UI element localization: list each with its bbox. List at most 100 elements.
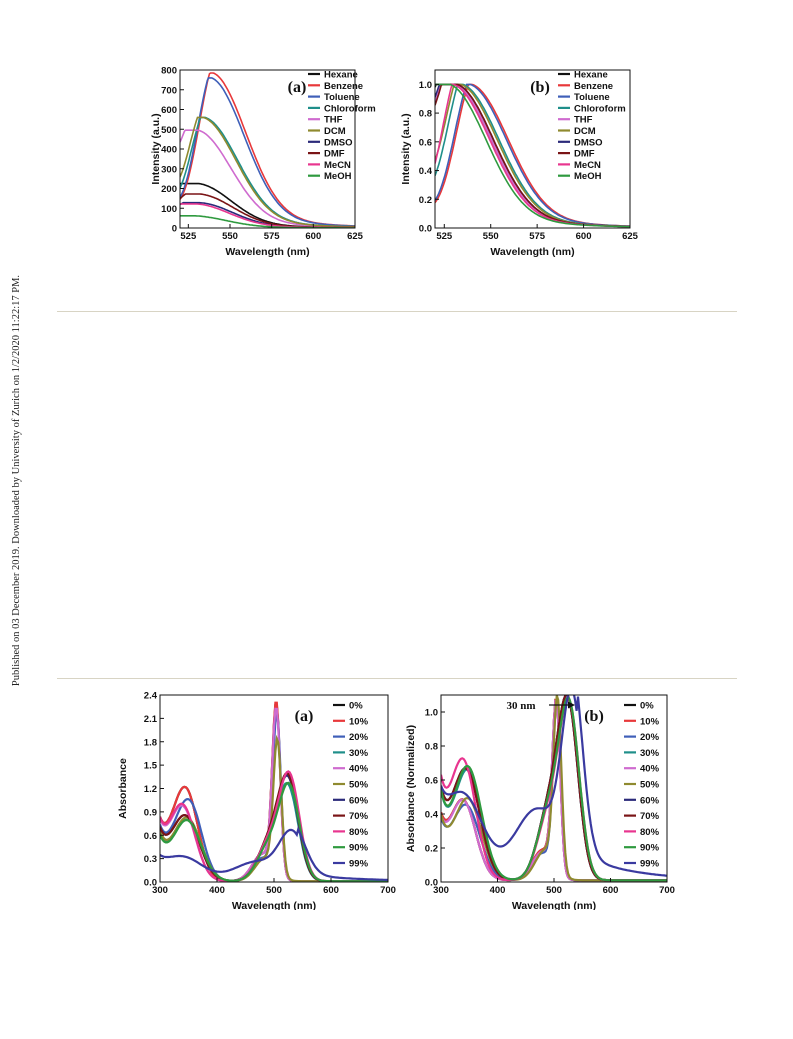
shift-arrow-head <box>568 701 575 709</box>
x-tick-label: 400 <box>209 885 225 896</box>
legend-entry: MeOH <box>324 171 352 182</box>
y-tick-label: 200 <box>161 184 177 195</box>
x-tick-label: 550 <box>483 231 499 242</box>
plot-frame <box>434 69 631 229</box>
y-tick-label: 2.4 <box>144 691 158 702</box>
legend-entry: 60% <box>349 795 369 806</box>
y-tick-label: 0.0 <box>419 224 432 235</box>
y-tick-label: 0.3 <box>144 854 157 865</box>
legend-entry: Chloroform <box>574 103 626 114</box>
legend-entry: 20% <box>349 732 369 743</box>
x-axis-label: Wavelength (nm) <box>232 900 316 910</box>
absorbance-chart-a: 300 400 500 600 700 0.0 0.3 0.6 0.9 1.2 1.5 1.8 2.1 2… <box>117 691 396 911</box>
divider-bottom <box>57 678 737 679</box>
y-tick-label: 0.6 <box>144 831 157 842</box>
y-tick-label: 300 <box>161 164 177 175</box>
emission-chart-a: 525 550 575 600 625 0 100 200 300 400 500 600 700 800… <box>150 66 376 259</box>
x-axis-label: Wavelength (nm) <box>490 246 574 258</box>
y-axis-label: Absorbance <box>117 758 129 819</box>
y-axis-label: Absorbance (Normalized) <box>405 725 417 852</box>
legend-entry: Toluene <box>574 92 610 103</box>
legend-entry: DMF <box>324 149 345 160</box>
y-tick-label: 0.8 <box>425 742 438 753</box>
y-tick-label: 0 <box>172 224 177 235</box>
legend-entry: Benzene <box>574 81 613 92</box>
legend-entry: DMF <box>574 149 595 160</box>
y-tick-label: 0.4 <box>419 166 433 177</box>
x-tick-label: 300 <box>152 885 168 896</box>
y-tick-label: 0.9 <box>144 807 157 818</box>
legend-entry: 99% <box>640 859 660 870</box>
y-tick-label: 600 <box>161 105 177 116</box>
emission-chart-b: 525 550 575 600 625 0.0 0.2 0.4 0.6 0.8 1.0 Wavelen… <box>400 69 639 258</box>
x-tick-label: 525 <box>180 231 197 242</box>
legend-entry: 80% <box>349 827 369 838</box>
x-axis-label: Wavelength (nm) <box>225 246 309 258</box>
legend-entry: 50% <box>349 780 369 791</box>
legend-entry: 0% <box>640 701 654 712</box>
panel-label: (a) <box>288 79 307 96</box>
x-tick-label: 525 <box>436 231 453 242</box>
legend-entry: 70% <box>640 811 660 822</box>
legend-entry: 90% <box>349 843 369 854</box>
y-axis-label: Intensity (a.u.) <box>400 113 412 184</box>
x-axis-label: Wavelength (nm) <box>512 900 596 910</box>
legend-entry: 60% <box>640 795 660 806</box>
legend-entry: 90% <box>640 843 660 854</box>
y-tick-label: 0.0 <box>144 878 157 889</box>
legend-entry: DMSO <box>574 137 603 148</box>
absorbance-chart-b: 300 400 500 600 700 0.0 0.2 0.4 0.6 0.8 1.0 Wavelen… <box>405 694 675 910</box>
legend-entry: Chloroform <box>324 103 376 114</box>
legend-entry: 10% <box>349 716 369 727</box>
y-tick-label: 0.8 <box>419 109 432 120</box>
series-line-toluene <box>180 77 355 227</box>
x-tick-label: 575 <box>264 231 281 242</box>
legend-entry: 30% <box>640 748 660 759</box>
y-tick-label: 1.8 <box>144 737 157 748</box>
legend-entry: 99% <box>349 859 369 870</box>
legend-entry: 50% <box>640 780 660 791</box>
x-tick-label: 625 <box>622 231 639 242</box>
panel-label: (b) <box>584 708 604 725</box>
y-tick-label: 400 <box>161 145 177 156</box>
x-tick-label: 600 <box>603 885 619 896</box>
divider-top <box>57 311 737 312</box>
x-tick-label: 500 <box>266 885 282 896</box>
x-tick-label: 625 <box>347 231 364 242</box>
y-tick-label: 0.2 <box>425 844 438 855</box>
legend-entry: MeCN <box>574 160 601 171</box>
legend-entry: Hexane <box>324 70 358 81</box>
series-line-99pct <box>441 695 667 877</box>
x-tick-label: 300 <box>433 885 449 896</box>
legend-entry: MeCN <box>324 160 351 171</box>
legend-entry: THF <box>324 115 343 126</box>
x-tick-label: 550 <box>222 231 238 242</box>
y-tick-label: 0.2 <box>419 195 432 206</box>
y-tick-label: 700 <box>161 85 177 96</box>
legend-entry: 40% <box>349 764 369 775</box>
y-tick-label: 0.0 <box>425 878 438 889</box>
legend-entry: 70% <box>349 811 369 822</box>
x-tick-label: 575 <box>529 231 546 242</box>
legend-entry: 10% <box>640 716 660 727</box>
series-line-dmf <box>180 193 355 228</box>
y-tick-label: 800 <box>161 66 177 77</box>
publication-watermark: Published on 03 December 2019. Downloade… <box>10 274 22 687</box>
panel-label: (a) <box>295 708 314 725</box>
x-tick-label: 400 <box>490 885 506 896</box>
y-tick-label: 0.6 <box>425 776 438 787</box>
series-line-99pct <box>160 826 388 881</box>
legend-entry: 0% <box>349 701 363 712</box>
x-tick-label: 500 <box>546 885 562 896</box>
y-tick-label: 2.1 <box>144 714 158 725</box>
series-line-dcm <box>180 116 355 228</box>
legend-entry: DCM <box>324 126 346 137</box>
x-tick-label: 700 <box>659 885 675 896</box>
legend-entry: 80% <box>640 827 660 838</box>
y-tick-label: 1.2 <box>144 784 157 795</box>
y-tick-label: 1.5 <box>144 761 158 772</box>
y-tick-label: 0.6 <box>419 137 432 148</box>
panel-label: (b) <box>530 79 550 96</box>
y-tick-label: 1.0 <box>425 708 438 719</box>
legend-entry: 30% <box>349 748 369 759</box>
